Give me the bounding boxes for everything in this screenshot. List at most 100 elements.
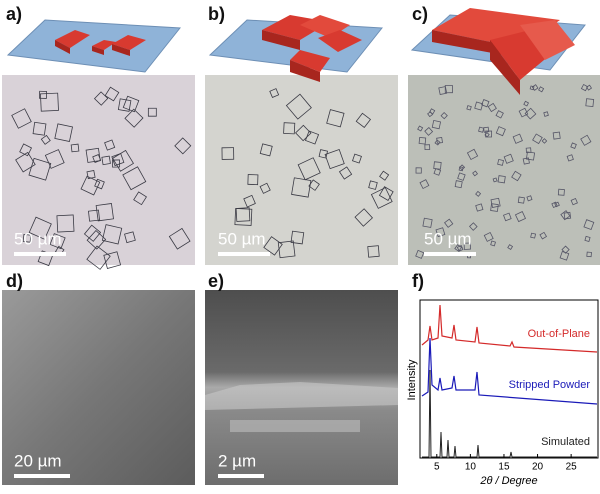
crystal (22, 233, 32, 243)
crystal (308, 179, 320, 191)
crystal (285, 93, 312, 120)
scale-bar-label: 50 µm (14, 229, 62, 248)
crystal (524, 107, 537, 120)
crystal (263, 236, 283, 256)
crystal (379, 170, 390, 181)
crystal (259, 182, 271, 194)
panel-label: e) (208, 271, 224, 291)
crystal (122, 166, 147, 191)
crystal (370, 187, 393, 209)
xrd-trace (422, 369, 597, 458)
crystal (495, 126, 506, 137)
x-tick-label: 20 (532, 462, 544, 473)
micrograph (205, 75, 398, 265)
crystal (103, 251, 122, 269)
crystal (70, 143, 80, 153)
crystal (93, 91, 109, 106)
crystal (580, 134, 592, 146)
crystal (570, 142, 577, 149)
crystal (104, 86, 120, 102)
crystal (351, 153, 362, 164)
scale-bar (218, 252, 270, 256)
crystal (368, 180, 378, 190)
x-tick-label: 10 (465, 462, 477, 473)
crystal (86, 170, 96, 180)
y-axis-label: Intensity (406, 359, 418, 400)
crystal (490, 203, 499, 212)
crystal (474, 101, 484, 111)
crystal (355, 112, 372, 129)
crystal (481, 99, 490, 108)
crystal (40, 134, 51, 145)
crystal (418, 136, 427, 145)
crystal (54, 123, 73, 143)
crystal (44, 149, 65, 169)
crystal (517, 196, 525, 204)
crystal (435, 227, 446, 238)
crystal (560, 210, 571, 221)
panel-label: b) (208, 4, 225, 24)
crystal (497, 158, 504, 166)
crystal (269, 88, 280, 98)
crystal (324, 148, 345, 170)
trace-label: Simulated (541, 436, 590, 448)
crystal (11, 108, 32, 129)
scale-bar-label: 20 µm (14, 451, 62, 470)
crystal (415, 249, 425, 259)
crystal (458, 166, 464, 172)
crystal (104, 139, 116, 151)
crystal (566, 154, 574, 162)
crystal (525, 151, 536, 161)
crystal (483, 126, 490, 133)
crystal (475, 203, 484, 212)
crystal (583, 219, 595, 231)
crystal (586, 84, 593, 91)
crystal (424, 126, 434, 136)
crystal (56, 214, 75, 233)
scale-bar (14, 252, 66, 256)
crystal (235, 207, 251, 222)
crystal (283, 122, 296, 135)
crystal (532, 133, 543, 145)
sem-image (2, 290, 195, 485)
crystal (457, 172, 466, 181)
crystal (523, 100, 530, 107)
crystal (466, 148, 479, 161)
crystal (475, 190, 482, 197)
crystal (32, 121, 47, 136)
crystal (431, 119, 442, 130)
crystal (580, 83, 589, 92)
crystal (40, 92, 59, 112)
panel-label: f) (412, 271, 424, 291)
crystal (354, 208, 374, 227)
crystal (522, 157, 530, 165)
crystal (112, 149, 134, 172)
crystal (417, 125, 424, 132)
scale-bar-label: 50 µm (424, 229, 472, 248)
crystal (539, 231, 548, 240)
crystal (444, 85, 453, 94)
crystal (563, 211, 572, 220)
crystal (95, 203, 114, 222)
crystal (438, 86, 448, 95)
crystal (490, 240, 496, 247)
crystals (11, 83, 595, 270)
crystal (495, 110, 504, 119)
crystal (559, 250, 570, 261)
scale-bar (218, 474, 264, 478)
crystal (512, 133, 523, 144)
crystal (80, 175, 101, 196)
scale-bar-label: 2 µm (218, 451, 256, 470)
crystal (304, 130, 320, 145)
crystal (86, 245, 111, 270)
x-tick-label: 15 (498, 462, 510, 473)
crystal (124, 231, 136, 244)
crystal (541, 138, 548, 144)
crystal (122, 95, 140, 113)
x-axis-label: 2θ / Degree (479, 475, 537, 487)
crystal (586, 251, 592, 258)
panel-label: d) (6, 271, 23, 291)
crystal (463, 242, 471, 250)
scale-bar (424, 252, 476, 256)
